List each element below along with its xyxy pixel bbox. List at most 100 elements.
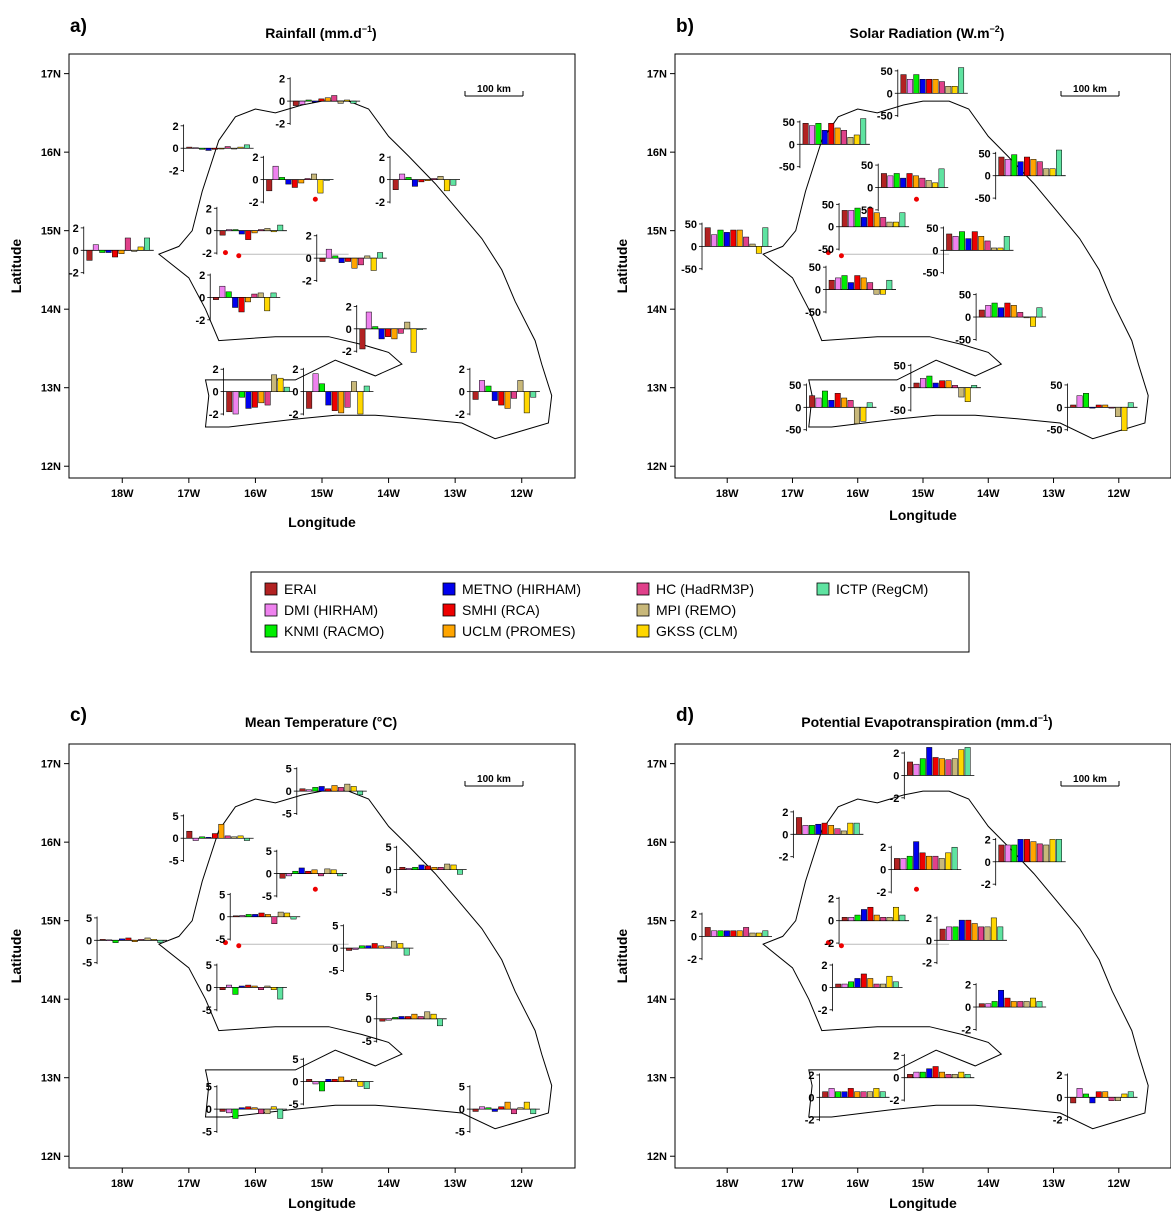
panel-a: a) Rainfall (mm.d−1) 18W 17W 16W 15W 14W 13W 12W… (8, 16, 576, 530)
inset-bar (939, 758, 945, 776)
inset-bar (291, 179, 298, 188)
inset-bar (1121, 1093, 1128, 1098)
inset-tick-label: -2 (687, 954, 697, 966)
inset-tick-label: 0 (172, 833, 178, 845)
inset-tick-label: -5 (362, 1036, 372, 1048)
inset-bar (399, 173, 406, 180)
inset-bar (743, 236, 750, 247)
inset-bar (325, 788, 332, 792)
inset-tick-label: 5 (292, 1054, 298, 1066)
inset-bar (919, 177, 926, 188)
inset-bar (860, 1091, 867, 1098)
inset-bar (998, 844, 1005, 863)
inset-bar (880, 917, 887, 921)
inset-bar (411, 179, 418, 187)
inset-bar (900, 858, 907, 870)
inset-bar (841, 397, 848, 408)
inset-tick-label: 0 (212, 387, 218, 399)
panel-title: Potential Evapotranspiration (mm.d−1) (801, 713, 1052, 730)
inset-bar (472, 1108, 479, 1112)
inset-bar (938, 168, 945, 188)
inset-bar (755, 932, 762, 937)
station-inset: 5 0 -5 (329, 921, 414, 978)
inset-tick-label: 0 (828, 916, 834, 928)
inset-bar (945, 380, 952, 388)
inset-bar (932, 855, 939, 870)
inset-bar (945, 759, 952, 776)
inset-bar (932, 382, 939, 388)
inset-bar (337, 873, 344, 877)
inset-tick-label: -2 (275, 119, 285, 131)
inset-bar (232, 1108, 239, 1119)
inset-tick-label: 50 (926, 223, 938, 235)
inset-tick-label: 5 (286, 764, 292, 776)
inset-tick-label: -50 (923, 268, 939, 280)
inset-tick-label: 2 (985, 834, 991, 846)
inset-tick-label: 0 (386, 865, 392, 877)
inset-bar (312, 1081, 319, 1085)
y-tick-label: 12N (647, 461, 667, 473)
inset-bar (359, 328, 366, 350)
inset-bar (245, 1106, 252, 1110)
inset-bar (299, 100, 306, 105)
inset-bar (324, 868, 331, 874)
inset-bar (351, 257, 358, 269)
x-tick-label: 16W (244, 488, 267, 500)
inset-tick-label: 0 (459, 387, 465, 399)
inset-tick-label: -50 (786, 425, 802, 437)
x-tick-label: 12W (1107, 1178, 1130, 1190)
inset-bar (137, 246, 144, 251)
inset-bar (398, 1016, 405, 1020)
inset-bar (926, 1068, 933, 1078)
inset-bar (338, 257, 345, 263)
y-tick-label: 13N (41, 1073, 61, 1085)
inset-bar (112, 940, 119, 943)
inset-tick-label: -50 (818, 244, 834, 256)
inset-tick-label: 0 (887, 88, 893, 100)
inset-bar (847, 822, 854, 835)
inset-bar (886, 279, 893, 290)
inset-tick-label: 0 (292, 1077, 298, 1089)
inset-bar (192, 837, 199, 841)
inset-tick-label: 0 (932, 245, 938, 257)
inset-bar (363, 385, 370, 392)
inset-bar (218, 823, 225, 839)
inset-bar (951, 86, 958, 94)
inset-bar (219, 1108, 226, 1112)
inset-tick-label: 2 (893, 748, 899, 760)
inset-bar (350, 100, 357, 104)
inset-bar (325, 391, 332, 406)
inset-bar (258, 229, 264, 231)
inset-bar (325, 1079, 332, 1082)
inset-bar (854, 978, 861, 988)
inset-bar (99, 939, 106, 941)
x-tick-label: 15W (912, 488, 935, 500)
inset-tick-label: 0 (867, 182, 873, 194)
inset-bar (237, 835, 244, 839)
inset-bar (952, 385, 958, 388)
inset-tick-label: 0 (808, 1092, 814, 1104)
inset-bar (1043, 844, 1050, 863)
inset-bar (277, 377, 284, 392)
inset-bar (312, 100, 318, 103)
inset-bar (205, 147, 212, 151)
inset-bar (704, 227, 711, 247)
station-marker (222, 940, 228, 946)
inset-bar (1095, 1091, 1102, 1098)
inset-bar (479, 1106, 485, 1110)
inset-tick-label: 0 (880, 865, 886, 877)
inset-bar (498, 1106, 505, 1110)
inset-bar (251, 230, 258, 234)
inset-tick-label: -2 (202, 248, 212, 260)
station-inset: 5 0 -5 (382, 842, 467, 899)
inset-bar (913, 841, 920, 870)
inset-bar (711, 930, 718, 937)
inset-bar (270, 230, 277, 233)
inset-tick-label: -50 (779, 162, 795, 174)
inset-tick-label: -2 (249, 197, 259, 209)
inset-bar (926, 855, 932, 870)
station-inset: 2 0 -2 (779, 807, 864, 864)
inset-bar (730, 229, 737, 247)
inset-bar (815, 123, 822, 145)
station-inset: 5 0 -5 (169, 811, 254, 868)
